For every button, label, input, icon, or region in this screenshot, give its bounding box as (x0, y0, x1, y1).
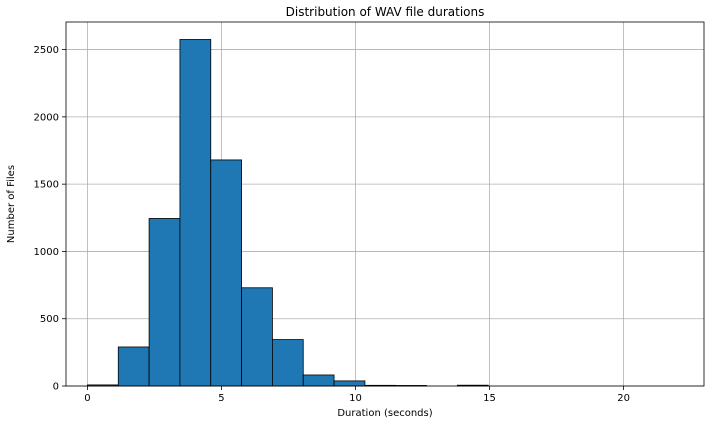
histogram-bar (272, 339, 304, 387)
x-tick-label: 15 (483, 393, 496, 404)
histogram-bar (241, 287, 273, 387)
y-tick-label: 0 (53, 382, 59, 393)
histogram-bar (302, 374, 335, 387)
axis-ticks: 0 5 10 15 20 0 500 1000 1500 2000 2500 (34, 45, 630, 404)
y-tick-label: 2500 (34, 45, 59, 56)
histogram-bar (210, 159, 242, 387)
x-tick-label: 5 (218, 393, 224, 404)
x-tick-label: 10 (349, 393, 362, 404)
plot-frame (65, 21, 705, 387)
y-tick-label: 1500 (34, 180, 59, 191)
x-tick-label: 0 (84, 393, 90, 404)
y-tick-label: 500 (40, 314, 59, 325)
chart-title: Distribution of WAV file durations (286, 5, 485, 19)
histogram-bar (333, 380, 366, 387)
histogram-bar (179, 39, 212, 387)
y-tick-label: 1000 (34, 247, 59, 258)
bars (87, 39, 489, 387)
y-axis-label: Number of Files (6, 165, 17, 243)
y-tick-label: 2000 (34, 112, 59, 123)
histogram-bar (148, 218, 181, 387)
x-axis-label: Duration (seconds) (337, 408, 432, 419)
histogram-bar (117, 346, 150, 387)
x-tick-label: 20 (617, 393, 630, 404)
